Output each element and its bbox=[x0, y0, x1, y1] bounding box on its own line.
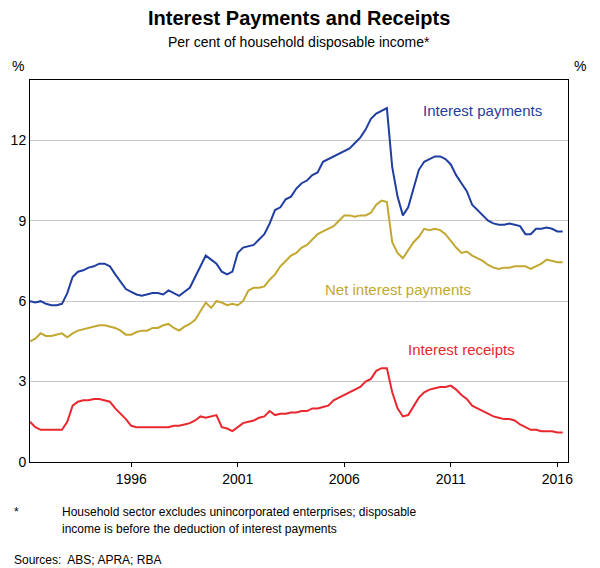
svg-text:6: 6 bbox=[18, 293, 26, 309]
svg-text:2011: 2011 bbox=[436, 471, 466, 487]
svg-text:1996: 1996 bbox=[116, 471, 147, 487]
svg-text:9: 9 bbox=[18, 213, 26, 229]
svg-text:Sources: ABS; APRA; RBA: Sources: ABS; APRA; RBA bbox=[14, 553, 161, 567]
svg-text:%: % bbox=[12, 58, 24, 74]
svg-text:Net interest payments: Net interest payments bbox=[325, 281, 471, 298]
svg-text:12: 12 bbox=[11, 132, 27, 148]
svg-text:Interest receipts: Interest receipts bbox=[408, 341, 515, 358]
svg-text:3: 3 bbox=[18, 373, 26, 389]
svg-text:2016: 2016 bbox=[542, 471, 573, 487]
svg-text:Interest payments: Interest payments bbox=[423, 102, 542, 119]
svg-text:2001: 2001 bbox=[222, 471, 253, 487]
svg-text:Interest Payments and Receipts: Interest Payments and Receipts bbox=[148, 7, 450, 29]
svg-text:income is before the deduction: income is before the deduction of intere… bbox=[62, 522, 337, 536]
svg-text:Per cent of household disposab: Per cent of household disposable income* bbox=[168, 34, 430, 50]
svg-text:2006: 2006 bbox=[329, 471, 360, 487]
svg-text:0: 0 bbox=[18, 454, 26, 470]
svg-text:Household sector excludes unin: Household sector excludes unincorporated… bbox=[62, 505, 417, 519]
svg-text:*: * bbox=[14, 505, 19, 519]
svg-text:%: % bbox=[574, 58, 586, 74]
